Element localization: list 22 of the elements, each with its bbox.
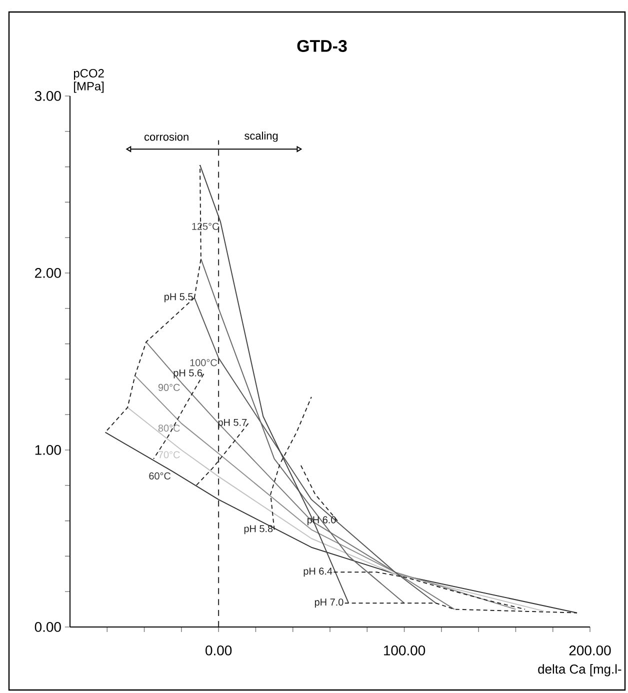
- series-label: 60°C: [149, 472, 171, 480]
- x-tick-label: 0.00: [206, 646, 232, 656]
- series-label: 100°C: [190, 359, 217, 366]
- series-label: pH 7.0: [314, 598, 344, 608]
- series-label: pH 6.4: [304, 568, 332, 577]
- series-label: 90°C: [158, 384, 180, 391]
- annotation: corrosion: [144, 132, 188, 141]
- chart-title: GTD-3: [297, 40, 347, 52]
- y-tick-label: 2.00: [35, 268, 61, 278]
- series-label: 80°C: [158, 424, 180, 432]
- y-tick-label: 0.00: [34, 622, 61, 632]
- series-label: pH 5.5: [164, 293, 193, 302]
- y-tick-label: 3.00: [34, 91, 61, 101]
- series-label: pH 5.8: [244, 525, 273, 534]
- x-tick-label: 200.00: [569, 646, 611, 656]
- y-axis-title: pCO2 [MPa]: [74, 69, 104, 93]
- x-axis-title: delta Ca [mg.l-: [538, 664, 622, 676]
- y-tick-label: 1.00: [35, 445, 61, 455]
- x-tick-label: 100.00: [384, 646, 426, 656]
- series-label: 70°C: [158, 451, 180, 458]
- series-label: pH 5.6: [174, 369, 202, 378]
- annotation: scaling: [244, 132, 278, 142]
